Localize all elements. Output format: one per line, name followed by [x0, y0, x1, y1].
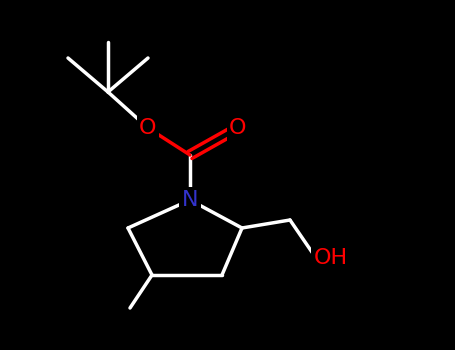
Text: O: O: [229, 118, 247, 138]
Text: OH: OH: [314, 248, 348, 268]
Text: O: O: [139, 118, 157, 138]
Text: N: N: [182, 190, 198, 210]
